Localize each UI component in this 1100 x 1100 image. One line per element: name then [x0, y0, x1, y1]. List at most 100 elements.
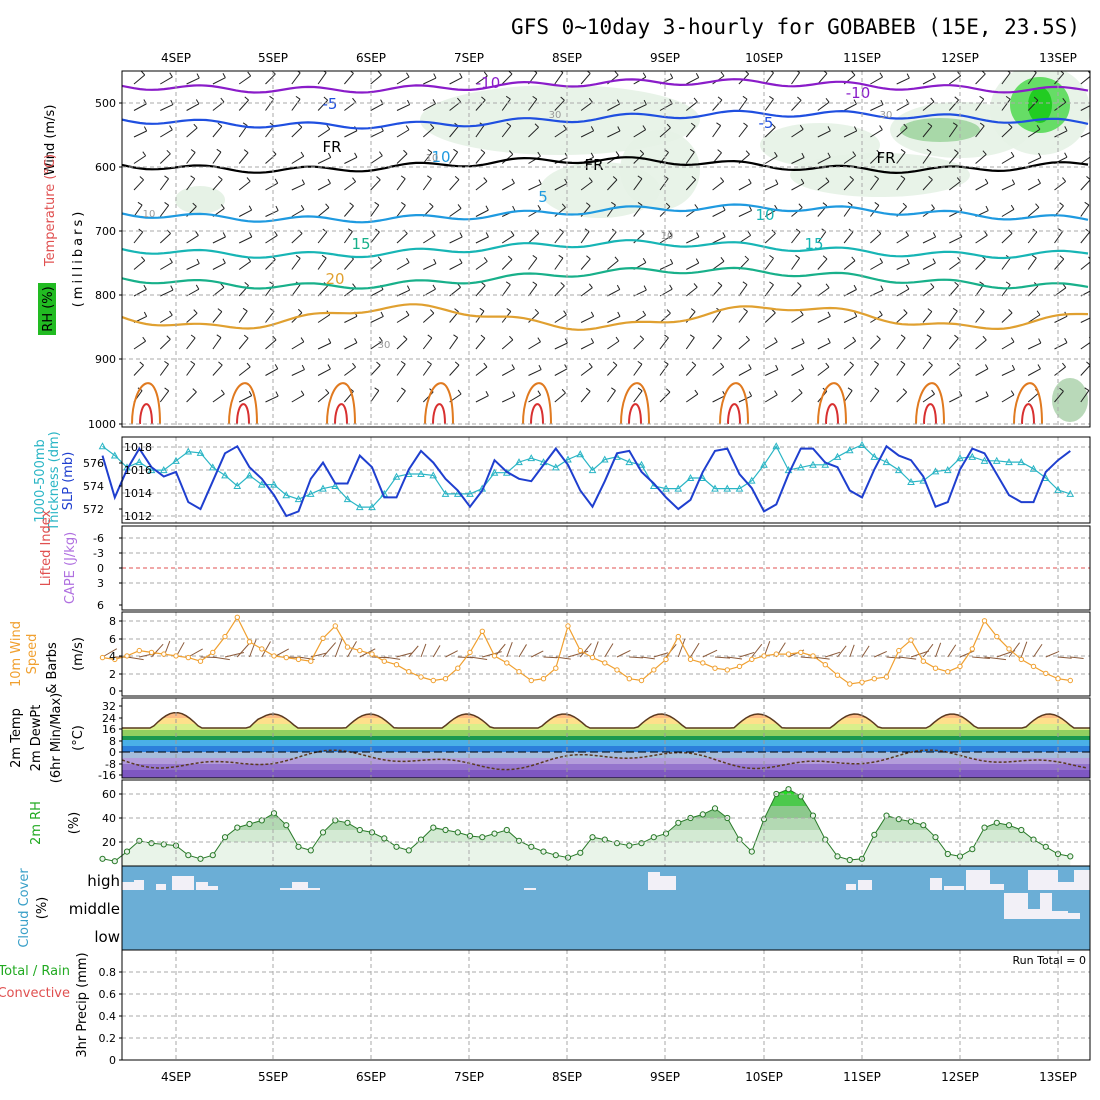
- wind-barb: [691, 175, 697, 181]
- wind-barb: [906, 258, 910, 264]
- wind-barb: [405, 125, 410, 131]
- wind-barb: [1054, 342, 1068, 350]
- contour-label: 30: [549, 110, 562, 121]
- wind-barb: [979, 122, 985, 127]
- wind-barb-10m: [959, 650, 975, 658]
- thickness-point: [809, 460, 817, 468]
- date-label-top: 9SEP: [650, 51, 680, 65]
- wind-barb: [922, 337, 932, 350]
- thickness-point: [331, 481, 340, 489]
- cloud-high-block: [648, 872, 660, 890]
- cloud-high-block: [292, 882, 308, 890]
- thickness-point: [343, 495, 352, 503]
- wind-speed-point: [406, 669, 412, 675]
- wind-barb: [774, 337, 778, 343]
- wind-barb-10m: [151, 643, 164, 658]
- wind-barb: [686, 77, 699, 85]
- contour-label: 30: [378, 340, 391, 351]
- wind-barb: [607, 289, 621, 297]
- wind-barb: [954, 334, 959, 339]
- wind-barb: [453, 148, 458, 153]
- wind-barb: [537, 337, 541, 343]
- wind-barb: [400, 175, 406, 180]
- thickness-point: [894, 466, 903, 474]
- wind-speed-point: [99, 654, 106, 661]
- wind-barb: [238, 395, 252, 403]
- wind-barb: [1054, 181, 1066, 191]
- wind-barb: [717, 334, 722, 339]
- wind-barb: [982, 150, 987, 155]
- wind-barb: [1054, 101, 1067, 111]
- wind-barb: [870, 129, 883, 138]
- rh-point: [1005, 822, 1013, 829]
- rh-point: [748, 848, 755, 855]
- tick-label: 2: [109, 668, 116, 681]
- wind-barb: [639, 149, 645, 155]
- wind-barb: [717, 281, 723, 286]
- cloud-high-block: [660, 876, 676, 890]
- bottom-date-axis: 4SEP 5SEP 6SEP 7SEP 8SEP 9SEP 10SEP 11SEP 12SEP 1…: [161, 1070, 1077, 1084]
- wind-speed-point: [908, 637, 914, 643]
- thickness-point: [637, 460, 646, 468]
- wind-barb: [454, 361, 460, 366]
- wind-barb: [607, 260, 619, 270]
- wind-speed-point: [259, 646, 265, 652]
- wind-barb: [742, 281, 748, 286]
- wind-speed-point: [847, 681, 853, 687]
- wind-barb: [874, 360, 879, 365]
- wind-barb: [975, 234, 988, 244]
- wind-barb: [764, 312, 776, 323]
- wind-barb: [817, 366, 830, 376]
- wind-barb: [1054, 366, 1066, 376]
- wind-barb: [480, 334, 486, 339]
- temp-color-band: [122, 764, 1090, 770]
- wind-barb-10m: [947, 644, 957, 658]
- wind-barb: [659, 263, 673, 270]
- wind-barb: [377, 71, 382, 76]
- wind-speed-point: [381, 658, 387, 664]
- wind-barb: [843, 364, 854, 376]
- cloud-level-low: low: [94, 928, 120, 946]
- wind-barb: [159, 390, 170, 403]
- wind-barb: [775, 364, 779, 370]
- wind-barb: [930, 283, 935, 288]
- wind-speed-point: [883, 674, 890, 680]
- wind-barb: [506, 308, 512, 312]
- wind-barb: [870, 104, 884, 111]
- wind-barb: [1032, 228, 1038, 233]
- thickness-point: [208, 463, 217, 471]
- wind-barb: [396, 104, 410, 111]
- thickness-point: [588, 466, 597, 474]
- thickness-point: [992, 456, 1001, 464]
- thickness-point: [110, 451, 119, 459]
- wind-barb: [133, 103, 147, 111]
- wind-barb-10m: [531, 650, 544, 658]
- wind-speed-point: [712, 665, 718, 671]
- wind-barb: [479, 307, 485, 312]
- thickness-point: [796, 463, 805, 471]
- wind-barb: [686, 262, 699, 270]
- wind-barb: [480, 149, 486, 154]
- wind-barb: [984, 230, 988, 236]
- wind-barb: [396, 289, 410, 297]
- wind-barb: [954, 281, 959, 286]
- wind-barb: [300, 337, 305, 343]
- wind-barb: [558, 254, 564, 259]
- wind-barb: [791, 392, 803, 403]
- wind-barb: [843, 103, 857, 111]
- wind-speed-point: [700, 660, 706, 666]
- wind-barb: [607, 231, 617, 244]
- wind-barb: [984, 178, 989, 184]
- wind-barb: [712, 395, 726, 403]
- wind-barb: [139, 361, 144, 366]
- rh-point: [466, 832, 474, 840]
- wind-barb: [376, 361, 381, 366]
- wind-barb: [712, 285, 723, 297]
- rh-point: [613, 840, 621, 847]
- rh-point: [209, 852, 216, 859]
- wind-barb: [141, 71, 146, 76]
- wind-barb: [317, 231, 328, 244]
- wind-speed-point: [896, 647, 902, 654]
- wind-barb: [160, 104, 174, 111]
- wind-barb: [774, 204, 778, 210]
